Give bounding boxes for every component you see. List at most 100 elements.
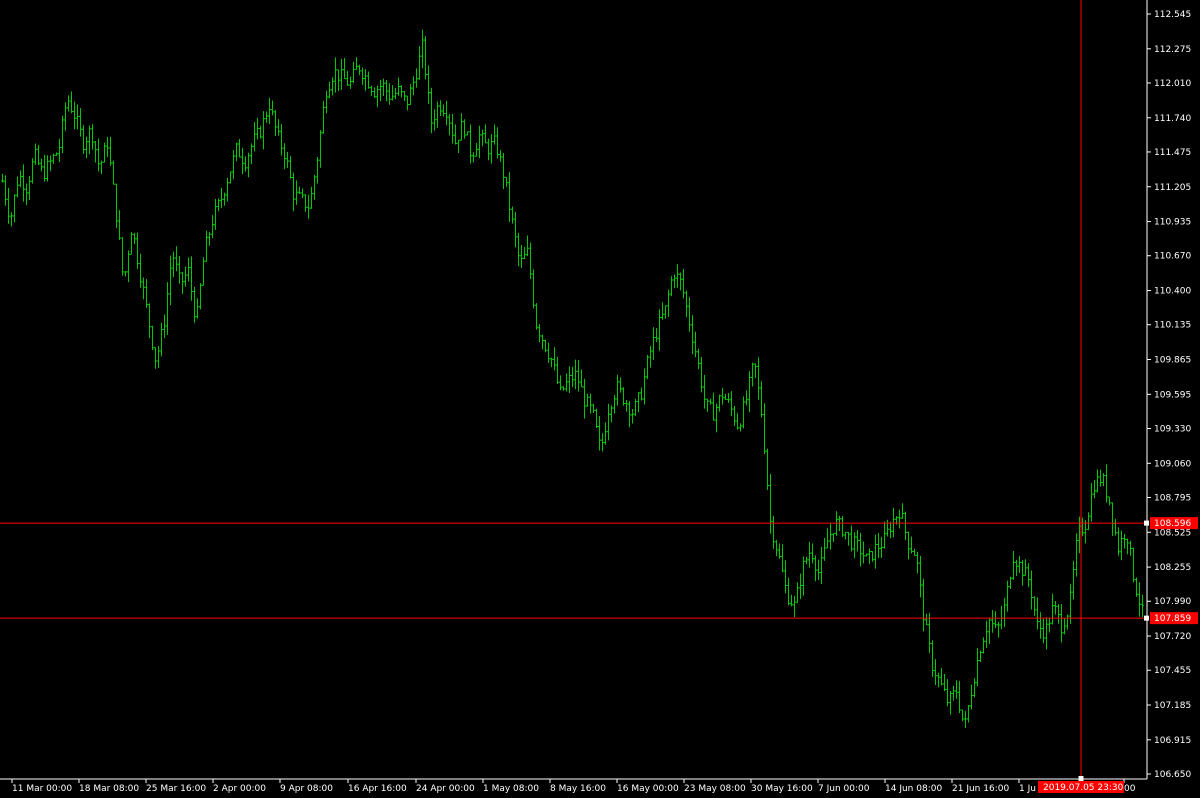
ohlc-bar [334, 57, 337, 93]
ohlc-bar [1117, 527, 1120, 556]
ohlc-bar [289, 156, 292, 179]
ohlc-bar [316, 157, 319, 184]
ohlc-bar [1135, 577, 1138, 597]
ohlc-bar [673, 274, 676, 289]
ohlc-bar [730, 391, 733, 417]
ohlc-bar [280, 124, 283, 156]
ohlc-bar [865, 553, 868, 557]
ohlc-bar [406, 95, 409, 111]
ohlc-bar [469, 124, 472, 164]
line-anchor[interactable] [1144, 615, 1149, 621]
ohlc-bar [178, 256, 181, 284]
ohlc-bar [997, 621, 1000, 638]
ohlc-bar [1027, 563, 1030, 588]
ohlc-bar [721, 387, 724, 405]
crosshair[interactable]: 2019.07.05 23:30 [1038, 0, 1124, 793]
time-tick-label: 2 Apr 00:00 [213, 784, 266, 794]
ohlc-bar [235, 142, 238, 162]
ohlc-bar [742, 396, 745, 429]
ohlc-bar [121, 237, 124, 276]
ohlc-bar [556, 356, 559, 385]
ohlc-bar [529, 242, 532, 279]
horizontal-lines[interactable]: 108.596 107.859 [0, 517, 1198, 625]
ohlc-bar [1012, 550, 1015, 580]
time-tick-label: 18 Mar 08:00 [79, 784, 139, 794]
ohlc-bar [1102, 473, 1105, 487]
ohlc-bar [718, 394, 721, 412]
ohlc-bar [1045, 617, 1048, 650]
ohlc-bar [1030, 570, 1033, 610]
ohlc-bar [49, 155, 52, 172]
ohlc-bar [85, 136, 88, 159]
ohlc-bar [553, 347, 556, 371]
line-anchor[interactable] [1144, 520, 1149, 526]
ohlc-bar [448, 114, 451, 136]
ohlc-bar [346, 70, 349, 86]
ohlc-bar [781, 544, 784, 573]
ohlc-bar [31, 158, 34, 184]
ohlc-bar [1075, 533, 1078, 577]
ohlc-bar [211, 215, 214, 239]
ohlc-bar [1129, 540, 1132, 556]
ohlc-bar [703, 374, 706, 409]
ohlc-bar [91, 124, 94, 150]
ohlc-bar [40, 158, 43, 172]
time-tick-label: 23 May 08:00 [684, 784, 746, 794]
ohlc-bar [952, 685, 955, 701]
price-tick-label: 106.915 [1154, 736, 1191, 746]
ohlc-bar [478, 125, 481, 159]
price-tick-label: 110.135 [1154, 321, 1191, 331]
ohlc-bar [925, 613, 928, 626]
ohlc-bar [484, 124, 487, 144]
ohlc-bar [919, 555, 922, 598]
ohlc-bar [361, 67, 364, 85]
ohlc-bar [526, 235, 529, 257]
ohlc-bar [586, 393, 589, 407]
ohlc-bar [487, 138, 490, 161]
ohlc-bar [574, 359, 577, 390]
ohlc-bar [1084, 520, 1087, 544]
ohlc-bar [1087, 512, 1090, 531]
ohlc-bar [961, 709, 964, 722]
ohlc-bar [769, 473, 772, 534]
ohlc-bar [958, 680, 961, 714]
ohlc-bar [382, 78, 385, 97]
ohlc-bar [1123, 533, 1126, 549]
ohlc-bar [661, 302, 664, 320]
ohlc-bar [523, 246, 526, 259]
ohlc-bar [427, 65, 430, 104]
ohlc-bar [1048, 617, 1051, 633]
ohlc-bar [991, 610, 994, 633]
ohlc-bar [451, 113, 454, 144]
ohlc-bar [652, 327, 655, 360]
ohlc-bar [229, 171, 232, 184]
ohlc-bar [982, 637, 985, 654]
ohlc-bar [244, 156, 247, 172]
ohlc-bar [823, 537, 826, 561]
ohlc-bar [343, 57, 346, 80]
ohlc-bar [217, 198, 220, 212]
ohlc-bar [637, 391, 640, 413]
ohlc-bar [136, 232, 139, 269]
ohlc-bar [679, 272, 682, 291]
ohlc-bar [55, 152, 58, 156]
ohlc-bar [25, 183, 28, 206]
time-tick-label: 1 Ju [1019, 784, 1036, 794]
crosshair-anchor[interactable] [1078, 776, 1084, 781]
ohlc-bar [307, 194, 310, 219]
ohlc-bar [292, 172, 295, 211]
ohlc-bar [184, 266, 187, 287]
ohlc-bar [733, 405, 736, 426]
ohlc-bar [928, 612, 931, 654]
ohlc-bar [352, 61, 355, 84]
ohlc-bar [505, 176, 508, 187]
ohlc-bar [64, 102, 67, 131]
ohlc-bar [1036, 597, 1039, 630]
ohlc-bar [784, 560, 787, 594]
ohlc-bar [940, 667, 943, 686]
ohlc-bar [643, 368, 646, 405]
ohlc-bar [304, 194, 307, 212]
ohlc-bar [907, 531, 910, 560]
